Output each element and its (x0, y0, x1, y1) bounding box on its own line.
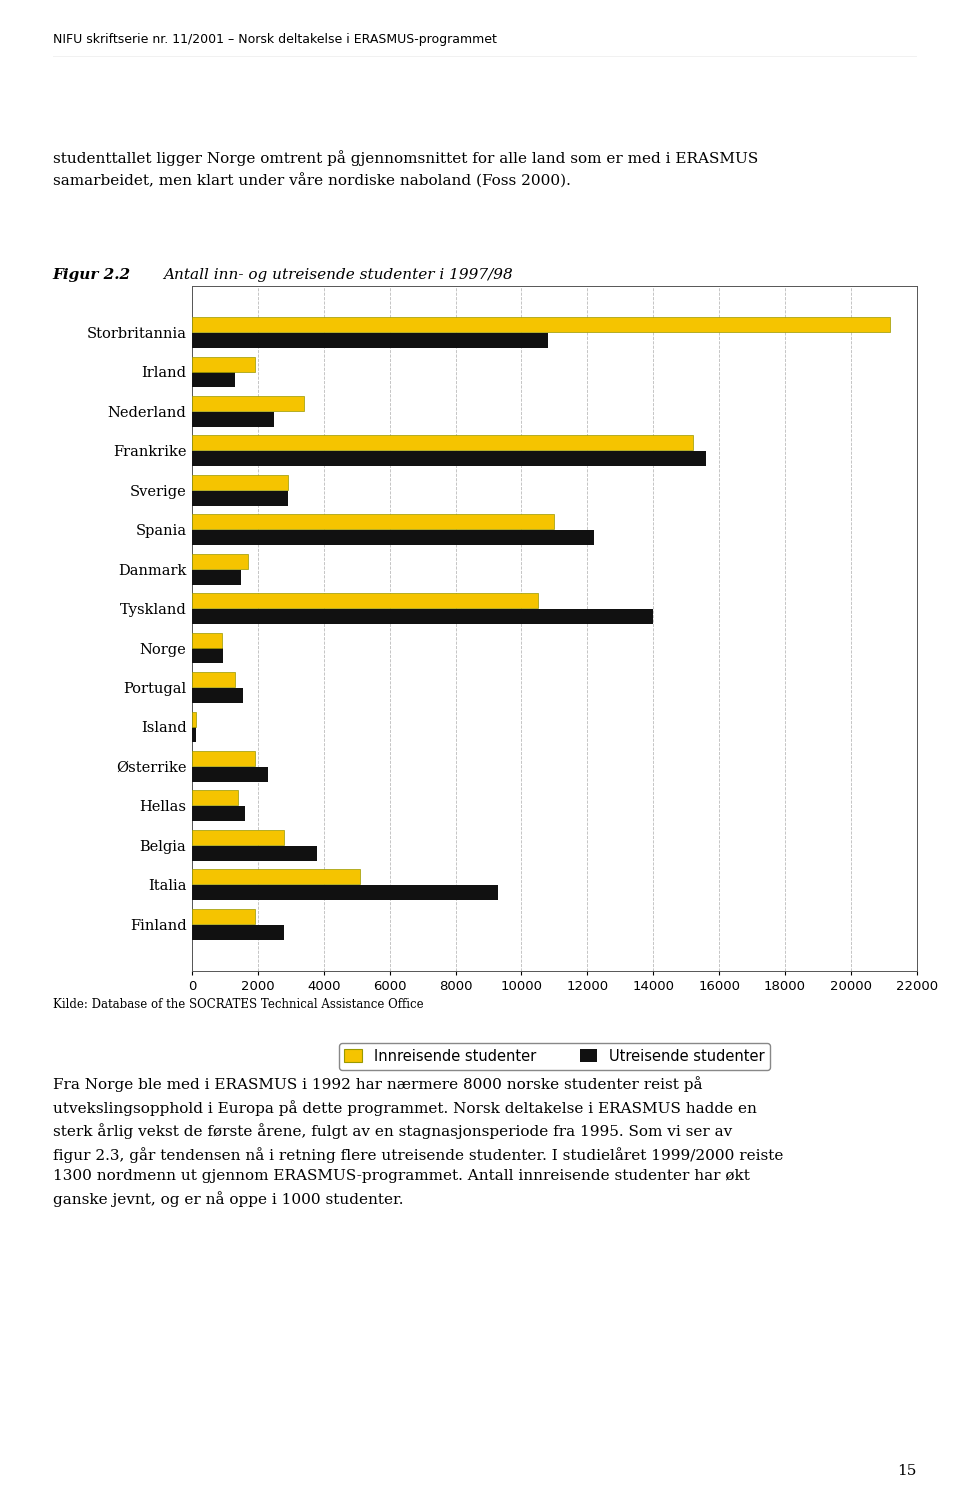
Bar (192, 649, 224, 664)
Text: 15: 15 (898, 1464, 917, 1478)
Text: Kilde: Database of the SOCRATES Technical Assistance Office: Kilde: Database of the SOCRATES Technica… (53, 998, 423, 1011)
Bar (192, 357, 254, 372)
Bar (192, 593, 538, 608)
Bar (192, 318, 891, 333)
Bar (192, 491, 288, 506)
Bar (192, 554, 248, 569)
Bar (192, 673, 235, 688)
Bar (192, 452, 706, 467)
Text: NIFU skriftserie nr. 11/2001 – Norsk deltakelse i ERASMUS-programmet: NIFU skriftserie nr. 11/2001 – Norsk del… (53, 33, 496, 45)
Bar (192, 688, 243, 703)
Bar (192, 790, 238, 805)
Bar (192, 909, 254, 924)
Bar (192, 435, 693, 450)
Bar (192, 610, 653, 625)
Bar (192, 632, 222, 647)
Text: Figur 2.2: Figur 2.2 (53, 268, 131, 281)
Bar (192, 727, 196, 742)
Text: Antall inn- og utreisende studenter i 1997/98: Antall inn- og utreisende studenter i 19… (163, 268, 513, 281)
Bar (192, 846, 317, 861)
Bar (192, 333, 548, 348)
Bar (192, 530, 594, 545)
Text: studenttallet ligger Norge omtrent på gjennomsnittet for alle land som er med i : studenttallet ligger Norge omtrent på gj… (53, 150, 758, 190)
Bar (192, 768, 268, 781)
Bar (192, 870, 360, 885)
Bar (192, 751, 254, 766)
Bar (192, 829, 284, 844)
Bar (192, 515, 555, 530)
Bar (192, 885, 498, 900)
Bar (192, 712, 196, 727)
Bar (192, 412, 275, 427)
Bar (192, 396, 304, 411)
Bar (192, 924, 284, 939)
Text: Fra Norge ble med i ERASMUS i 1992 har nærmere 8000 norske studenter reist på
ut: Fra Norge ble med i ERASMUS i 1992 har n… (53, 1076, 783, 1207)
Bar (192, 372, 235, 387)
Bar (192, 569, 241, 584)
Bar (192, 807, 245, 822)
Legend: Innreisende studenter, Utreisende studenter: Innreisende studenter, Utreisende studen… (339, 1043, 770, 1070)
Bar (192, 476, 288, 489)
